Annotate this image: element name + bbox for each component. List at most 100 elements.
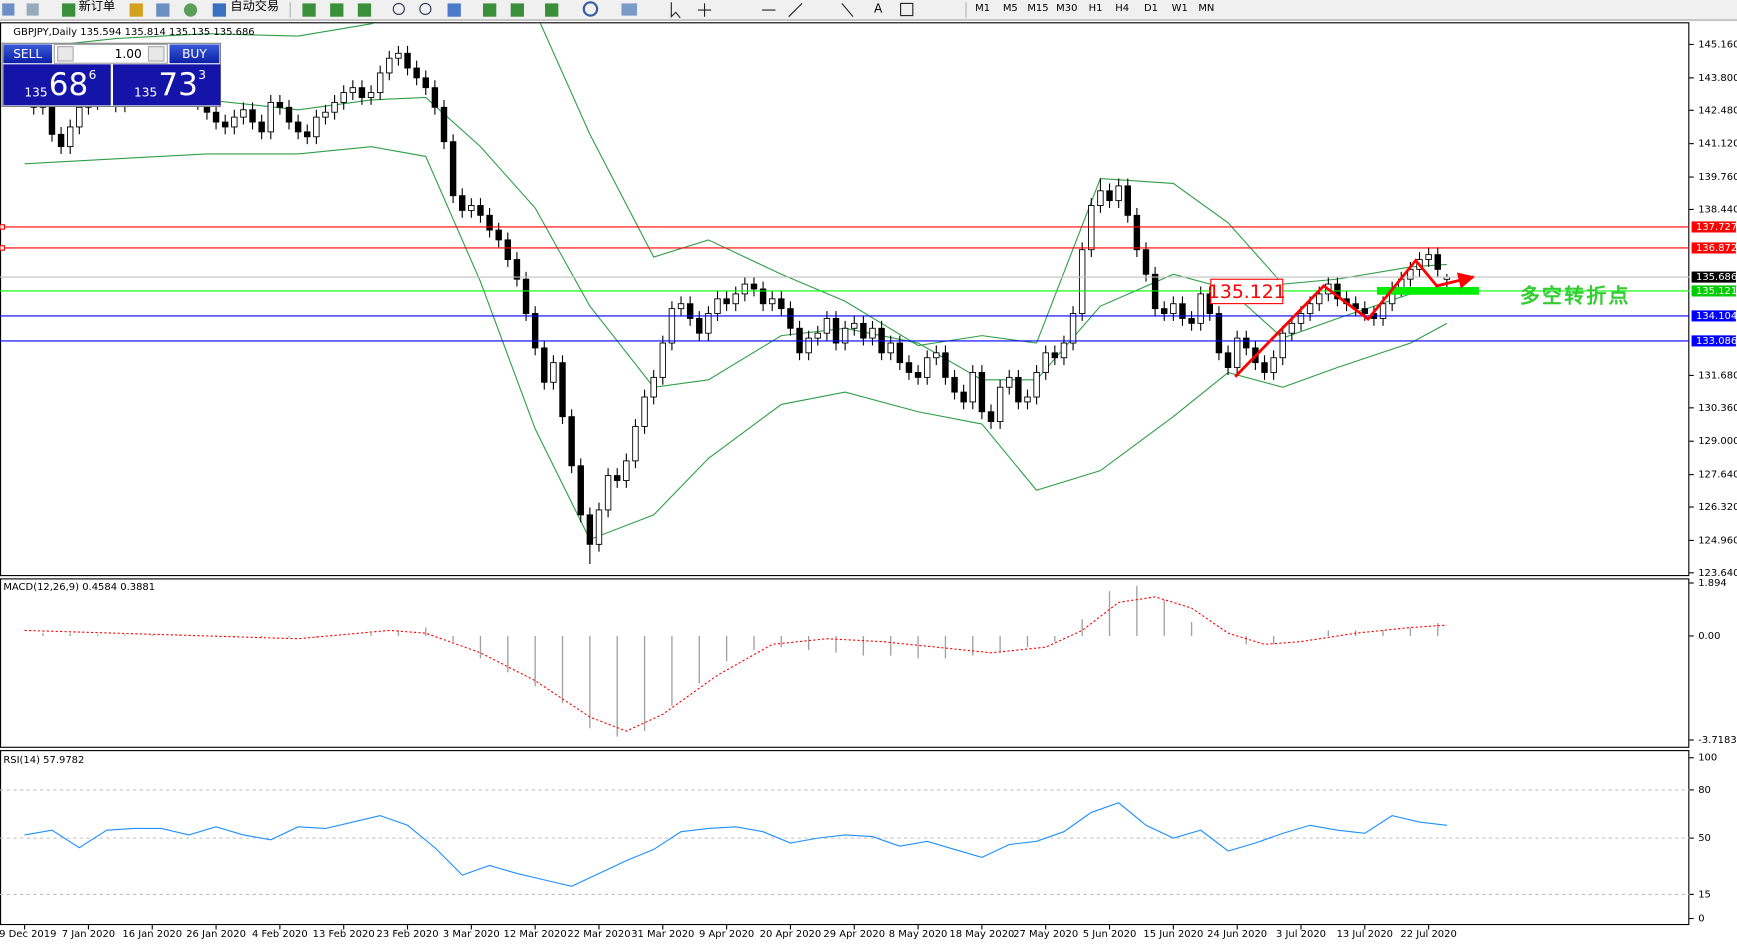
annotations: 135.121 多空转折点: [1208, 258, 1628, 378]
icon[interactable]: [510, 3, 524, 17]
icon[interactable]: [129, 3, 143, 17]
candle-body: [322, 111, 329, 118]
macd-bar: [178, 634, 181, 636]
ask-point[interactable]: 3: [198, 68, 206, 82]
macd-bar: [1272, 635, 1275, 645]
timeframe-button[interactable]: D1: [1144, 3, 1158, 14]
timeframe-button[interactable]: M30: [1056, 3, 1077, 14]
candle-body: [358, 87, 366, 98]
timeframe-button[interactable]: H1: [1089, 3, 1103, 14]
label-tool[interactable]: [900, 2, 914, 17]
icon[interactable]: [302, 3, 316, 17]
indicators[interactable]: [545, 3, 559, 17]
icon[interactable]: [183, 3, 198, 17]
lot-down[interactable]: [57, 46, 74, 62]
zoom-out[interactable]: [419, 2, 432, 16]
icon[interactable]: [447, 3, 461, 17]
sell-button[interactable]: [3, 44, 53, 64]
toolbar-button[interactable]: 新订单: [79, 0, 116, 13]
text-tool[interactable]: A: [874, 1, 883, 15]
candle-body: [513, 259, 521, 280]
macd-title: MACD(12,26,9) 0.4584 0.3881: [3, 582, 155, 593]
templates[interactable]: [621, 3, 637, 16]
candle-body: [449, 141, 457, 197]
timeframe-button[interactable]: MN: [1198, 3, 1214, 14]
macd-bar: [671, 635, 673, 706]
macd-bar: [69, 633, 71, 636]
candle-body: [376, 72, 384, 94]
candle-body: [614, 475, 621, 481]
macd-bar: [452, 635, 454, 642]
icon[interactable]: [357, 3, 372, 17]
lot-value[interactable]: 1.00: [115, 47, 142, 61]
buy-label[interactable]: BUY: [182, 47, 207, 61]
icon[interactable]: [330, 3, 344, 17]
toolbar-button[interactable]: 自动交易: [230, 0, 279, 13]
macd-bar: [260, 635, 263, 638]
icon[interactable]: [26, 3, 39, 16]
y-tick-label: 142.480: [1698, 105, 1737, 116]
lot-field[interactable]: [53, 43, 168, 64]
price-axis: 145.160 143.800 142.480 141.120 139.760 138.4…: [1689, 39, 1737, 579]
candle-body: [732, 293, 739, 305]
candle-body: [1270, 357, 1277, 373]
macd-bar: [1026, 635, 1029, 648]
y-tick-label: -3.7183: [1698, 735, 1736, 746]
timeframe-button[interactable]: M5: [1003, 3, 1018, 14]
timeframe-button[interactable]: H4: [1115, 3, 1129, 14]
cursor-tool[interactable]: [670, 2, 681, 19]
zoom-in[interactable]: [392, 2, 405, 16]
candle-body: [577, 465, 584, 516]
icon[interactable]: [156, 3, 170, 17]
price-box: [1210, 278, 1284, 305]
candle-body: [285, 106, 293, 123]
ask-box[interactable]: [112, 64, 221, 106]
candle-body: [258, 121, 265, 133]
y-tick-label: 126.320: [1698, 502, 1737, 513]
ask-pips[interactable]: 73: [158, 67, 197, 103]
macd-bar: [370, 633, 372, 636]
ask-big-figure[interactable]: 135: [134, 86, 157, 100]
bid-pips[interactable]: 68: [49, 67, 88, 103]
timeframe-button[interactable]: M15: [1027, 3, 1048, 14]
icon[interactable]: [2, 3, 15, 16]
candle-body: [951, 376, 958, 393]
bid-point[interactable]: 6: [89, 68, 97, 82]
macd-signal: [24, 596, 1447, 732]
auto-trade-icon[interactable]: [212, 3, 226, 17]
new-order-icon[interactable]: [62, 3, 76, 17]
x-tick-label: 8 May 2020: [889, 929, 948, 940]
lot-up[interactable]: [147, 46, 165, 62]
bid-big-figure[interactable]: 135: [24, 86, 47, 100]
level-label: 135.686: [1696, 272, 1737, 283]
icon[interactable]: [482, 3, 497, 17]
periods[interactable]: [582, 1, 599, 17]
candle-body: [896, 342, 904, 364]
x-tick-label: 3 Jul 2020: [1276, 929, 1326, 940]
trendline-tool[interactable]: [788, 3, 803, 18]
candle-body: [1024, 396, 1031, 403]
candle-body: [659, 342, 667, 378]
crosshair-tool[interactable]: [697, 3, 712, 17]
candle-body: [960, 391, 967, 403]
buy-button[interactable]: [169, 44, 220, 64]
candle-body: [1361, 308, 1369, 314]
candle-body: [759, 288, 767, 305]
x-tick-label: 13 Jul 2020: [1337, 929, 1393, 940]
candle-body: [349, 87, 357, 94]
fibo-tool[interactable]: [841, 3, 854, 18]
timeframe-button[interactable]: M1: [975, 3, 990, 14]
macd-plot: [24, 585, 1447, 737]
y-tick-label: 15: [1698, 889, 1711, 900]
candle-body: [1288, 322, 1296, 334]
candle-body: [267, 101, 274, 133]
level-label-bg: [1691, 242, 1736, 254]
bid-box[interactable]: [3, 64, 111, 106]
candle-body: [1161, 308, 1168, 314]
candle-body: [668, 308, 676, 344]
macd-bar: [999, 635, 1001, 653]
sell-label[interactable]: SELL: [13, 47, 42, 61]
timeframe-button[interactable]: W1: [1172, 3, 1188, 14]
